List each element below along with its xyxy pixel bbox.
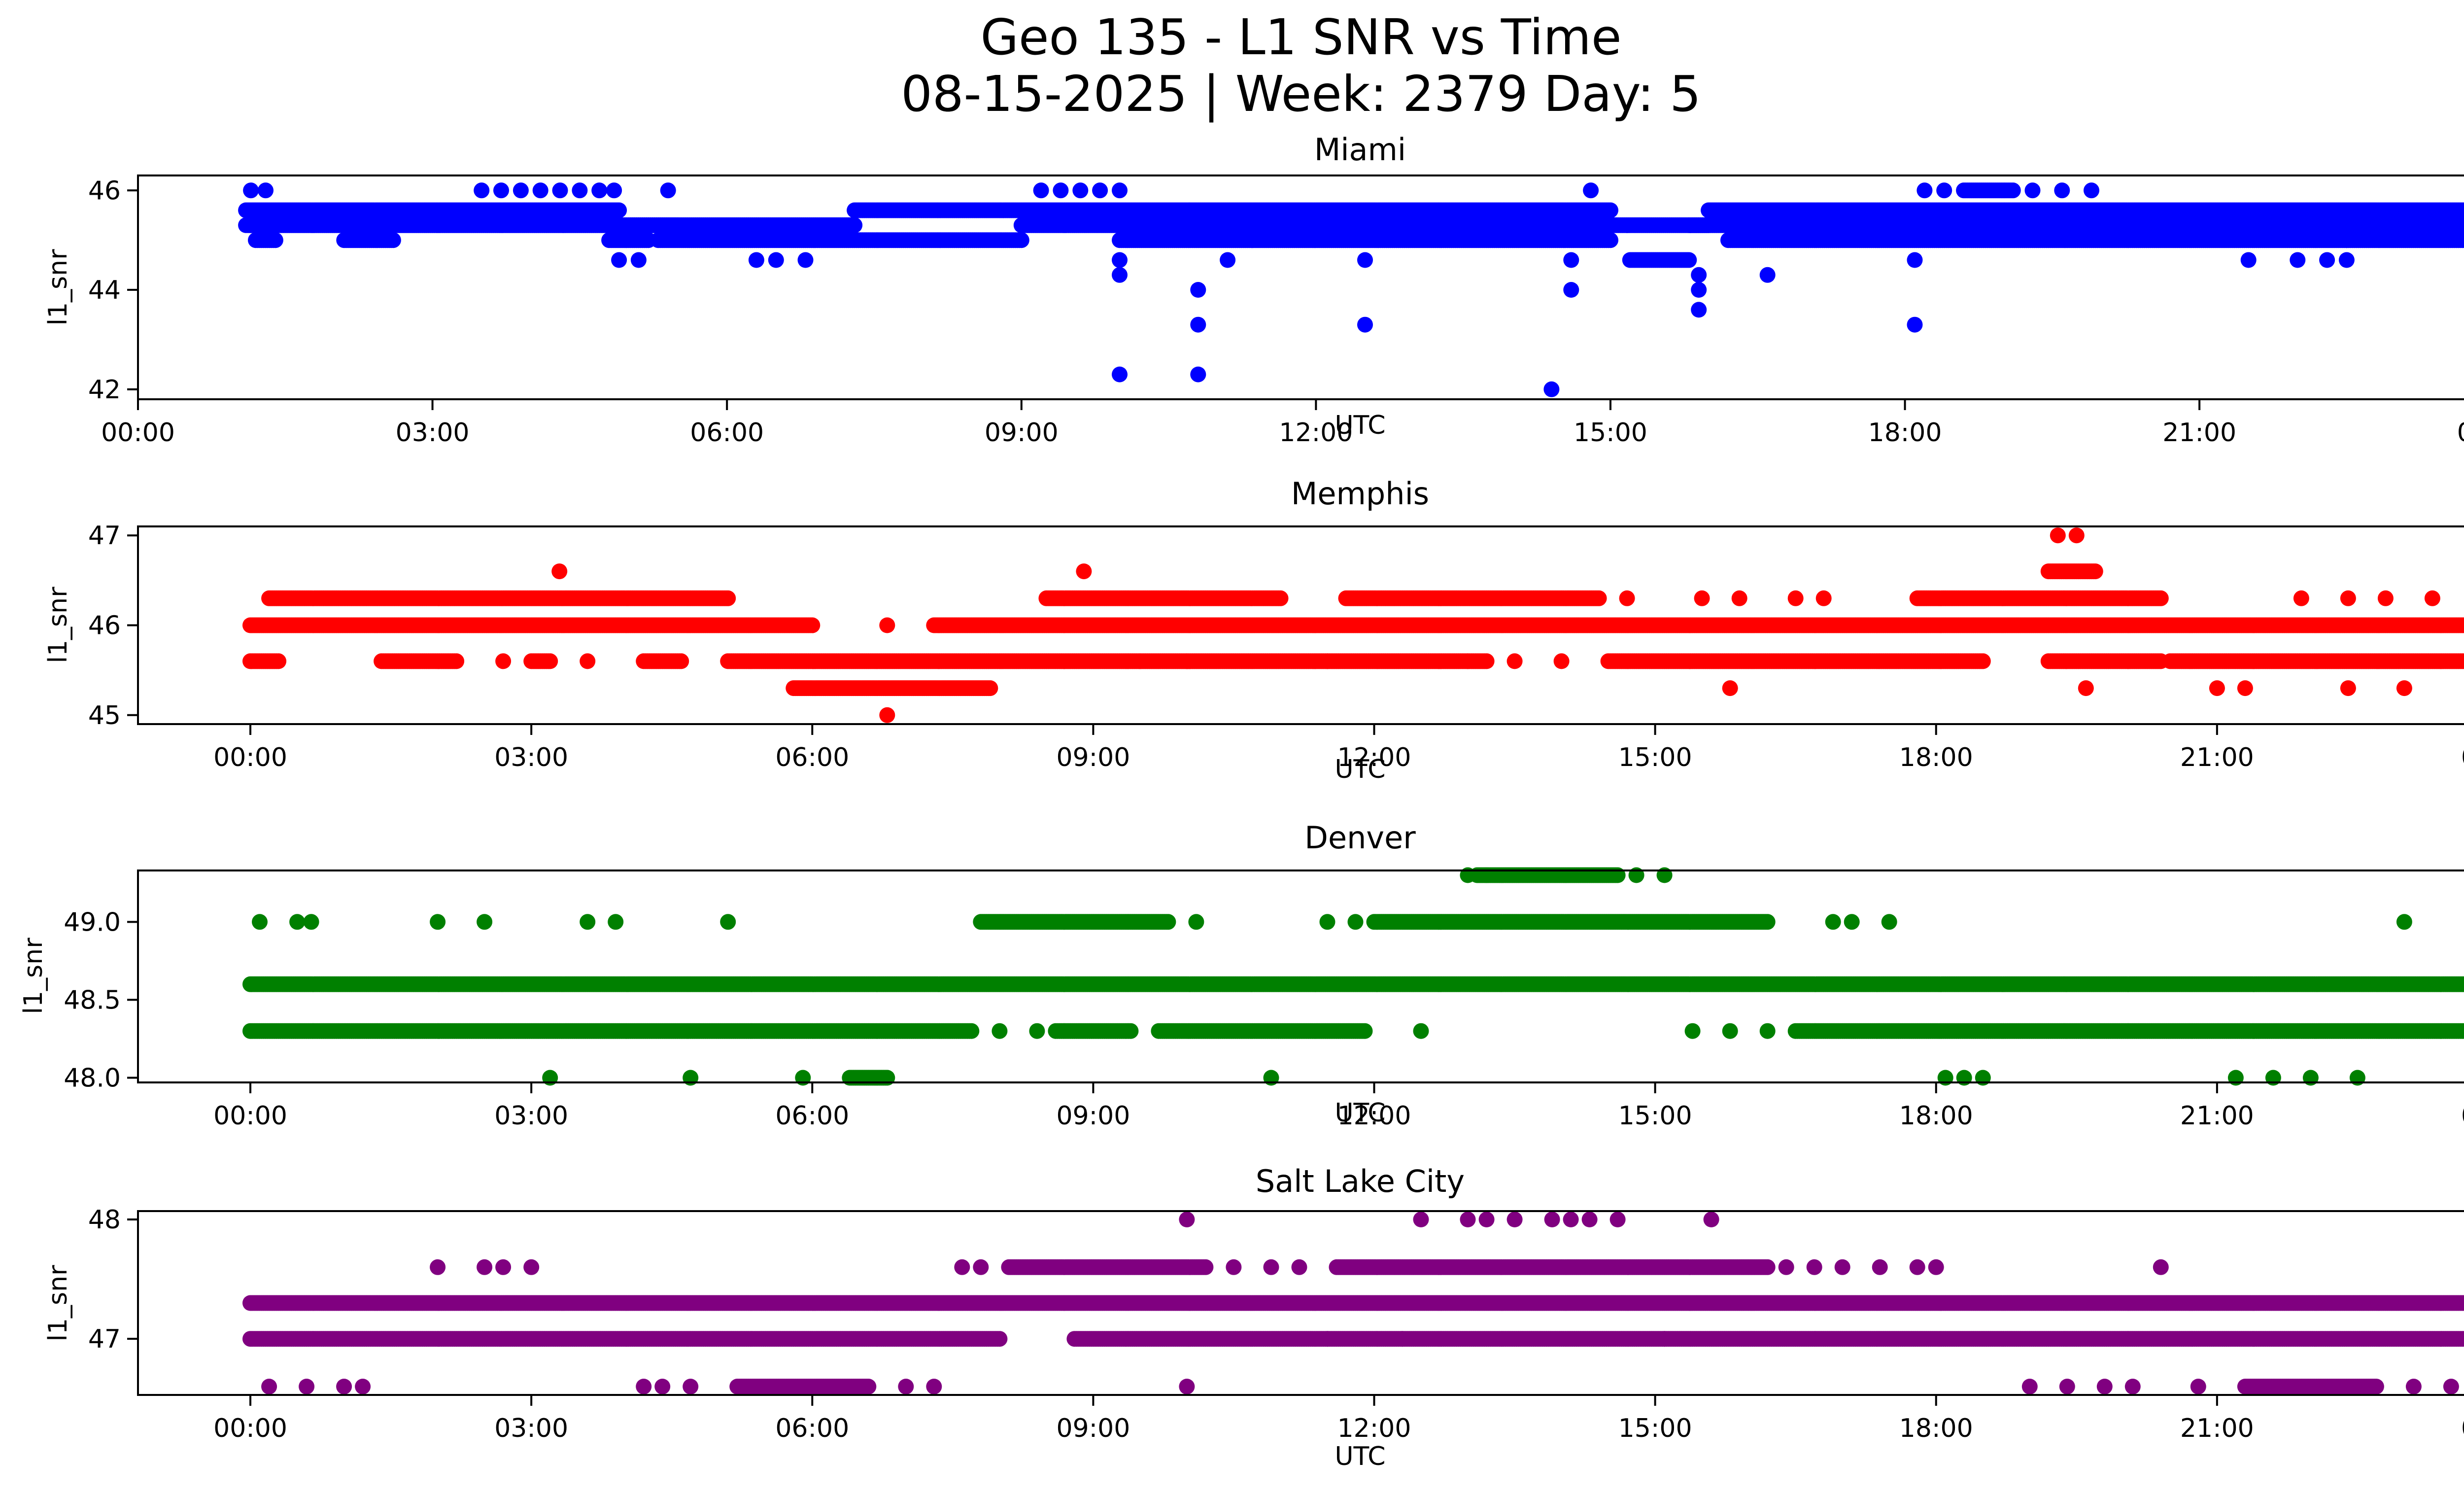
panel-miami: Miami UTC l1_snr 00:00 03:00 06:00 09:00 12:… (43, 132, 2464, 448)
data-point (1563, 282, 1579, 298)
data-point (2084, 182, 2099, 199)
data-point (2290, 252, 2306, 268)
data-point (258, 182, 274, 199)
data-point (1543, 381, 1560, 397)
x-axis-label: UTC (1335, 411, 1385, 440)
data-point (2338, 252, 2355, 268)
data-point (2054, 182, 2070, 199)
scatter-points (242, 527, 2464, 723)
data-point (1478, 653, 1495, 669)
data-point (606, 182, 622, 199)
x-tick-label: 00:00 (101, 418, 175, 448)
x-tick-label: 18:00 (1868, 418, 1942, 448)
data-point (1691, 282, 1707, 298)
data-point (720, 590, 736, 606)
data-point (1681, 252, 1697, 268)
data-point (513, 182, 529, 199)
data-point (385, 232, 401, 248)
data-point (1190, 366, 1206, 382)
data-point (1112, 267, 1128, 283)
data-point (804, 617, 821, 633)
data-point (2005, 182, 2021, 199)
data-point (2024, 182, 2041, 199)
data-point (542, 653, 558, 669)
data-point (1759, 267, 1776, 283)
data-point (611, 252, 627, 268)
x-tick-label: 12:00 (1279, 418, 1353, 448)
x-tick-label: 21:00 (2162, 418, 2236, 448)
data-point (1190, 316, 1206, 333)
chart-title: Geo 135 - L1 SNR vs Time (981, 8, 1622, 66)
data-point (630, 252, 647, 268)
y-axis-label: l1_snr (43, 249, 73, 326)
data-point (1190, 282, 1206, 298)
data-point (660, 182, 676, 199)
data-point (474, 182, 490, 199)
data-point (1033, 182, 1049, 199)
x-tick-label: 06:00 (690, 418, 764, 448)
data-point (1563, 252, 1579, 268)
data-point (1907, 316, 1923, 333)
data-point (611, 202, 627, 218)
data-point (1013, 232, 1029, 248)
data-point (2240, 252, 2257, 268)
data-point (1092, 182, 1108, 199)
data-point (1357, 316, 1373, 333)
data-point (1112, 366, 1128, 382)
y-tick-label: 44 (88, 276, 121, 305)
data-point (243, 182, 259, 199)
data-point (1357, 252, 1373, 268)
data-point (673, 653, 689, 669)
data-point (448, 653, 465, 669)
data-point (572, 182, 588, 199)
data-point (1603, 232, 1618, 248)
data-point (267, 232, 283, 248)
data-point (797, 252, 814, 268)
data-point (1691, 302, 1707, 318)
data-point (2319, 252, 2335, 268)
scatter-points (238, 182, 2464, 397)
y-tick-label: 42 (88, 375, 121, 405)
x-tick-label: 03:00 (396, 418, 470, 448)
x-tick-label: 15:00 (1574, 418, 1647, 448)
data-point (1112, 252, 1128, 268)
data-point (591, 182, 608, 199)
data-point (271, 653, 287, 669)
data-point (1220, 252, 1236, 268)
data-point (1603, 202, 1618, 218)
y-axis-label: l1_snr (43, 587, 73, 663)
data-point (1112, 182, 1128, 199)
data-point (768, 252, 784, 268)
data-point (1072, 182, 1089, 199)
data-point (1936, 182, 1952, 199)
panel-title: Memphis (1291, 476, 1429, 512)
x-tick-label: 00:00 (2457, 418, 2464, 448)
data-point (1916, 182, 1933, 199)
data-point (1053, 182, 1069, 199)
data-point (532, 182, 548, 199)
chart-subtitle: 08-15-2025 | Week: 2379 Day: 5 (901, 65, 1701, 123)
data-point (1907, 252, 1923, 268)
data-point (552, 182, 568, 199)
y-tick-label: 46 (88, 176, 121, 206)
data-point (748, 252, 764, 268)
panel-memphis: Memphis UTC l1_snr 00:00 03:00 06:00 09:00 1… (43, 476, 2464, 784)
data-point (1691, 267, 1707, 283)
data-point (1583, 182, 1599, 199)
panel-title: Miami (1314, 132, 1406, 168)
data-point (847, 217, 863, 233)
x-tick-label: 09:00 (985, 418, 1059, 448)
data-point (493, 182, 509, 199)
data-point (982, 680, 998, 696)
